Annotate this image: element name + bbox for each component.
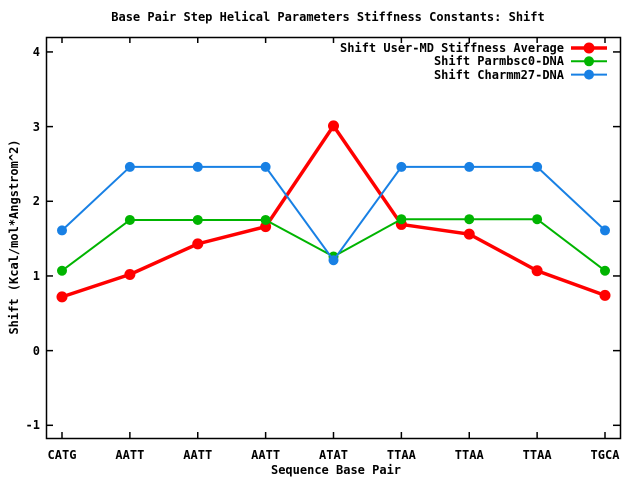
data-point-marker: [192, 214, 203, 225]
data-point-marker: [600, 265, 610, 276]
data-point-marker: [260, 161, 271, 172]
x-tick-label: TTAA: [522, 448, 552, 462]
y-tick-label: 4: [32, 44, 40, 59]
series-line: [61, 122, 606, 299]
data-point-marker: [328, 255, 339, 266]
series-line: [61, 165, 606, 262]
data-point-marker: [396, 214, 407, 225]
x-tick-label: TTAA: [386, 448, 416, 462]
data-point-marker: [260, 214, 271, 225]
data-point-marker: [396, 161, 407, 172]
x-tick-label: AATT: [251, 448, 281, 462]
data-point-marker: [531, 265, 543, 277]
data-point-marker: [56, 291, 68, 303]
legend-label-charmm27-dna: Shift Charmm27-DNA: [433, 68, 564, 82]
y-tick-label: 1: [32, 268, 40, 283]
legend-sample-marker: [584, 69, 594, 80]
data-point-marker: [464, 214, 475, 225]
data-point-marker: [599, 289, 611, 301]
x-tick-label: AATT: [183, 448, 213, 462]
chart-title: Base Pair Step Helical Parameters Stiffn…: [111, 10, 545, 24]
legend-label-parmbsc0-dna: Shift Parmbsc0-DNA: [433, 54, 564, 68]
data-point-marker: [57, 225, 67, 236]
x-tick-label: TGCA: [590, 448, 620, 462]
y-tick-label: 2: [32, 194, 40, 209]
data-point-marker: [124, 268, 136, 280]
data-point-marker: [532, 161, 543, 172]
data-point-marker: [463, 228, 475, 240]
data-point-marker: [328, 120, 339, 132]
x-tick-label: AATT: [115, 448, 145, 462]
data-point-marker: [600, 225, 610, 236]
data-point-marker: [532, 214, 543, 225]
x-tick-label: ATAT: [319, 448, 348, 462]
data-point-marker: [464, 161, 475, 172]
data-point-marker: [124, 214, 135, 225]
data-point-marker: [124, 161, 135, 172]
data-point-marker: [192, 238, 204, 250]
x-axis-label: Sequence Base Pair: [270, 463, 402, 477]
legend-label-user-md-stiffness-average: Shift User-MD Stiffness Average: [340, 41, 564, 55]
x-tick-label: CATG: [47, 448, 77, 462]
y-tick-label: 0: [32, 343, 40, 358]
data-point-marker: [192, 161, 203, 172]
legend-sample-marker: [584, 56, 594, 67]
data-point-marker: [57, 265, 67, 276]
y-tick-label: -1: [25, 418, 40, 433]
legend-sample-marker: [583, 42, 595, 54]
y-tick-label: 3: [32, 119, 40, 134]
x-tick-label: TTAA: [454, 448, 484, 462]
